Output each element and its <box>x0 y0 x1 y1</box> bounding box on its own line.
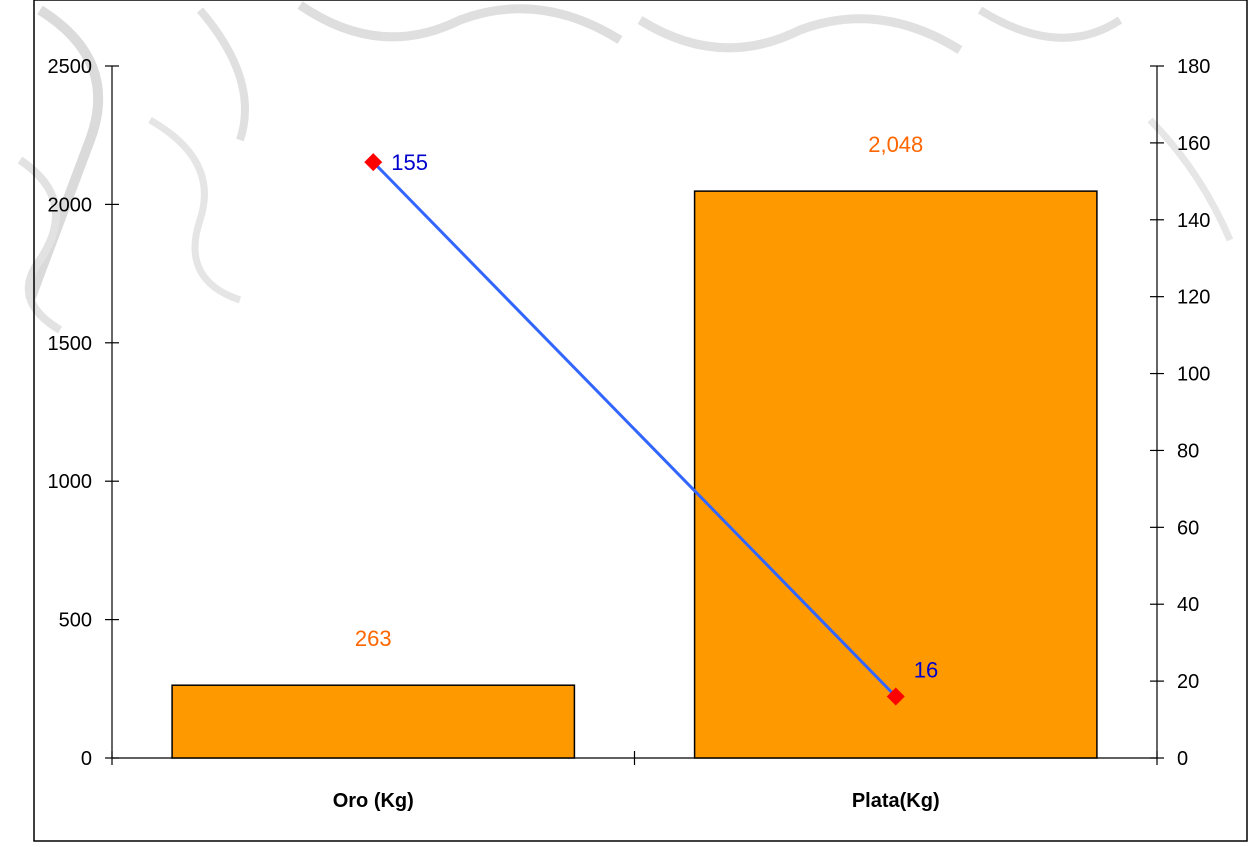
bar-series: 263 2,048 <box>171 132 1098 759</box>
right-tick-label: 120 <box>1177 287 1210 309</box>
left-tick-label: 2500 <box>48 56 93 78</box>
category-label: Plata(Kg) <box>852 790 940 812</box>
right-tick-label: 180 <box>1177 56 1210 78</box>
right-tick-label: 140 <box>1177 210 1210 232</box>
right-y-axis: 0 20 40 60 80 100 120 140 160 180 <box>1150 56 1210 770</box>
right-tick-label: 0 <box>1177 748 1188 770</box>
line-series: 155 16 <box>364 150 938 706</box>
left-y-axis: 0 500 1000 1500 2000 2500 <box>48 56 119 770</box>
background-seal-watermark <box>17 1 1234 334</box>
bar <box>171 684 576 759</box>
category-label: Oro (Kg) <box>333 790 414 812</box>
left-tick-label: 500 <box>59 610 92 632</box>
left-tick-label: 1500 <box>48 333 93 355</box>
bar <box>693 190 1098 759</box>
right-tick-label: 160 <box>1177 133 1210 155</box>
line-data-label: 16 <box>914 657 938 682</box>
left-tick-label: 1000 <box>48 471 93 493</box>
left-tick-label: 0 <box>81 748 92 770</box>
right-tick-label: 20 <box>1177 671 1199 693</box>
right-tick-label: 100 <box>1177 364 1210 386</box>
line-marker <box>886 687 905 706</box>
line-marker <box>364 153 383 172</box>
bar-data-label: 263 <box>355 626 392 651</box>
right-tick-label: 60 <box>1177 517 1199 539</box>
line-path <box>372 161 897 698</box>
right-tick-label: 40 <box>1177 594 1199 616</box>
chart-frame <box>33 0 1248 842</box>
right-tick-label: 80 <box>1177 440 1199 462</box>
left-tick-label: 2000 <box>48 194 93 216</box>
bar-data-label: 2,048 <box>868 132 923 157</box>
line-data-label: 155 <box>391 150 428 175</box>
x-axis: Oro (Kg) Plata(Kg) <box>111 751 1158 812</box>
